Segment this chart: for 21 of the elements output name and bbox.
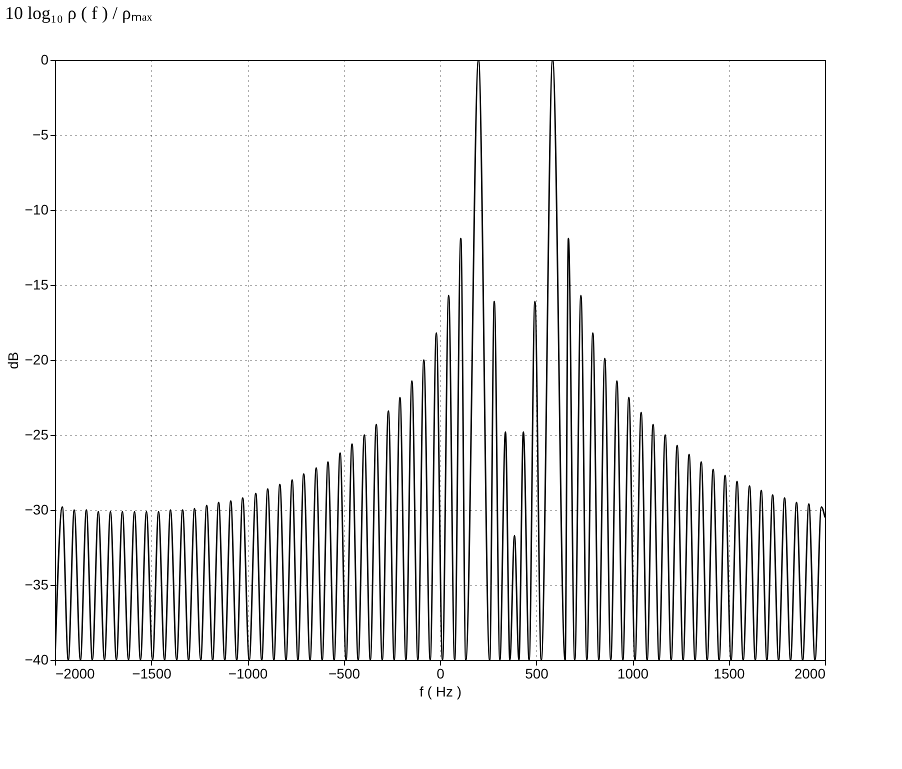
y-tick-label: −5 [32, 126, 49, 142]
y-tick-label: −30 [24, 502, 49, 518]
x-tick-label: 0 [436, 666, 445, 682]
y-tick-label: −25 [24, 426, 49, 442]
y-tick-label: −15 [24, 276, 49, 292]
y-tick-label: −20 [24, 352, 49, 368]
x-tick-label: −1500 [132, 666, 172, 682]
x-tick-label: 2000 [794, 666, 826, 682]
x-tick-label: 1500 [714, 666, 746, 682]
y-tick-label: −10 [24, 202, 49, 218]
x-tick-label: −1000 [228, 666, 268, 682]
x-axis-title: f ( Hz ) [420, 684, 462, 700]
y-tick-label: −35 [24, 576, 49, 592]
chart-title: 10 log₁₀ ρ ( f ) / ρₘₐₓ [5, 3, 153, 23]
y-axis-title: dB [4, 352, 21, 370]
y-tick-label: 0 [40, 52, 49, 68]
y-tick-label: −40 [24, 652, 49, 668]
x-tick-label: −2000 [56, 666, 96, 682]
x-tick-label: 500 [525, 666, 549, 682]
x-tick-label: 1000 [617, 666, 649, 682]
x-tick-label: −500 [328, 666, 360, 682]
